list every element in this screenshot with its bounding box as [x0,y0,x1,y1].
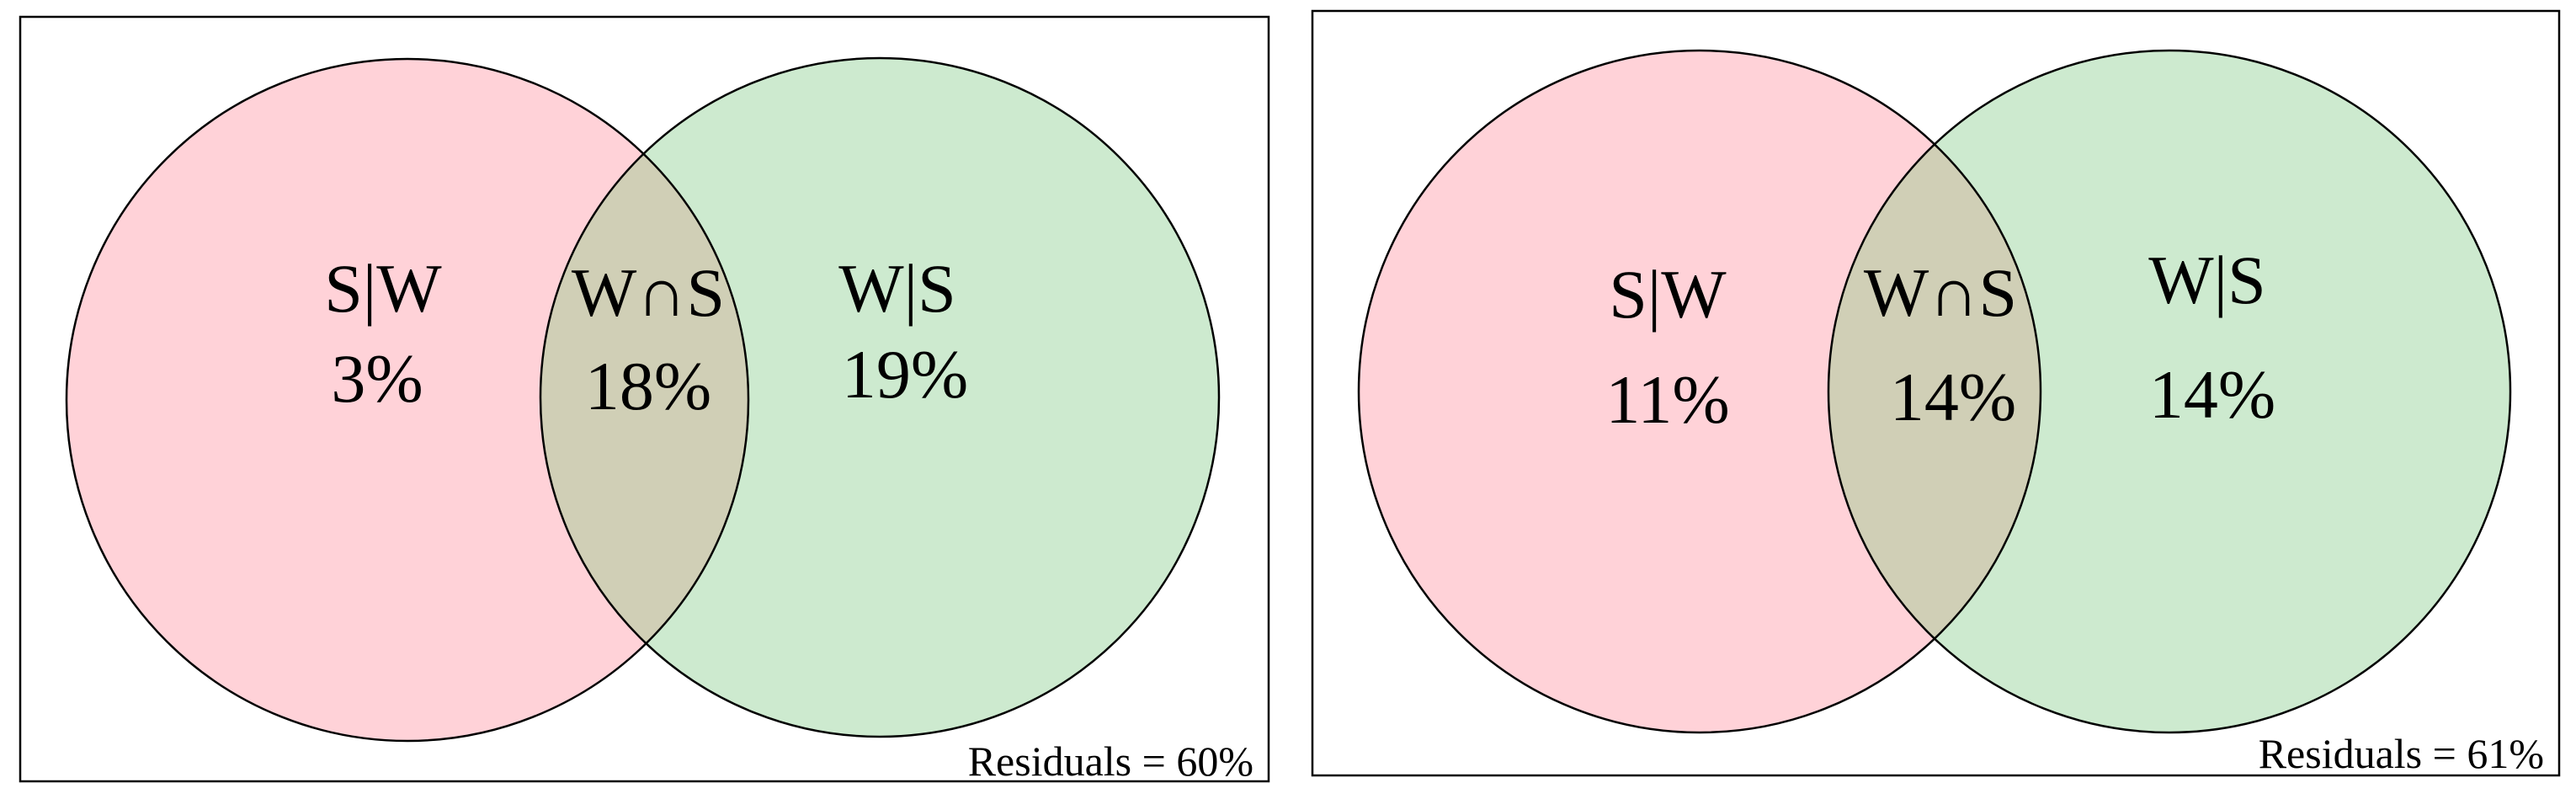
set-w-circle [1828,51,2510,732]
intersection-value: 14% [1890,359,2016,435]
set-s-outline [65,57,750,743]
venn-panel-2: S|W 11% W∩S 14% W|S 14% Residuals = 61% [1311,9,2561,777]
right-set-value: 19% [842,336,968,413]
set-w-outline [539,56,1221,738]
intersection-label: W∩S [572,254,725,331]
left-set-value: 3% [331,340,423,417]
right-set-label: W|S [838,250,955,327]
set-s-circle [67,59,748,741]
set-s-circle [1359,51,2041,732]
set-w-outline [1827,49,2512,734]
residuals-label: Residuals = 60% [968,738,1253,785]
venn-panel-1: S|W 3% W∩S 18% W|S 19% Residuals = 60% [19,15,1270,785]
left-set-label: S|W [324,250,442,327]
residuals-label: Residuals = 61% [2259,730,2544,777]
set-s-outline [1357,49,2042,734]
right-set-value: 14% [2149,356,2275,433]
intersection-value: 18% [585,348,711,424]
right-set-label: W|S [2148,242,2265,318]
intersection-label: W∩S [1864,254,2017,331]
left-set-label: S|W [1609,256,1727,333]
left-set-value: 11% [1605,361,1729,438]
set-w-circle [540,58,1219,737]
